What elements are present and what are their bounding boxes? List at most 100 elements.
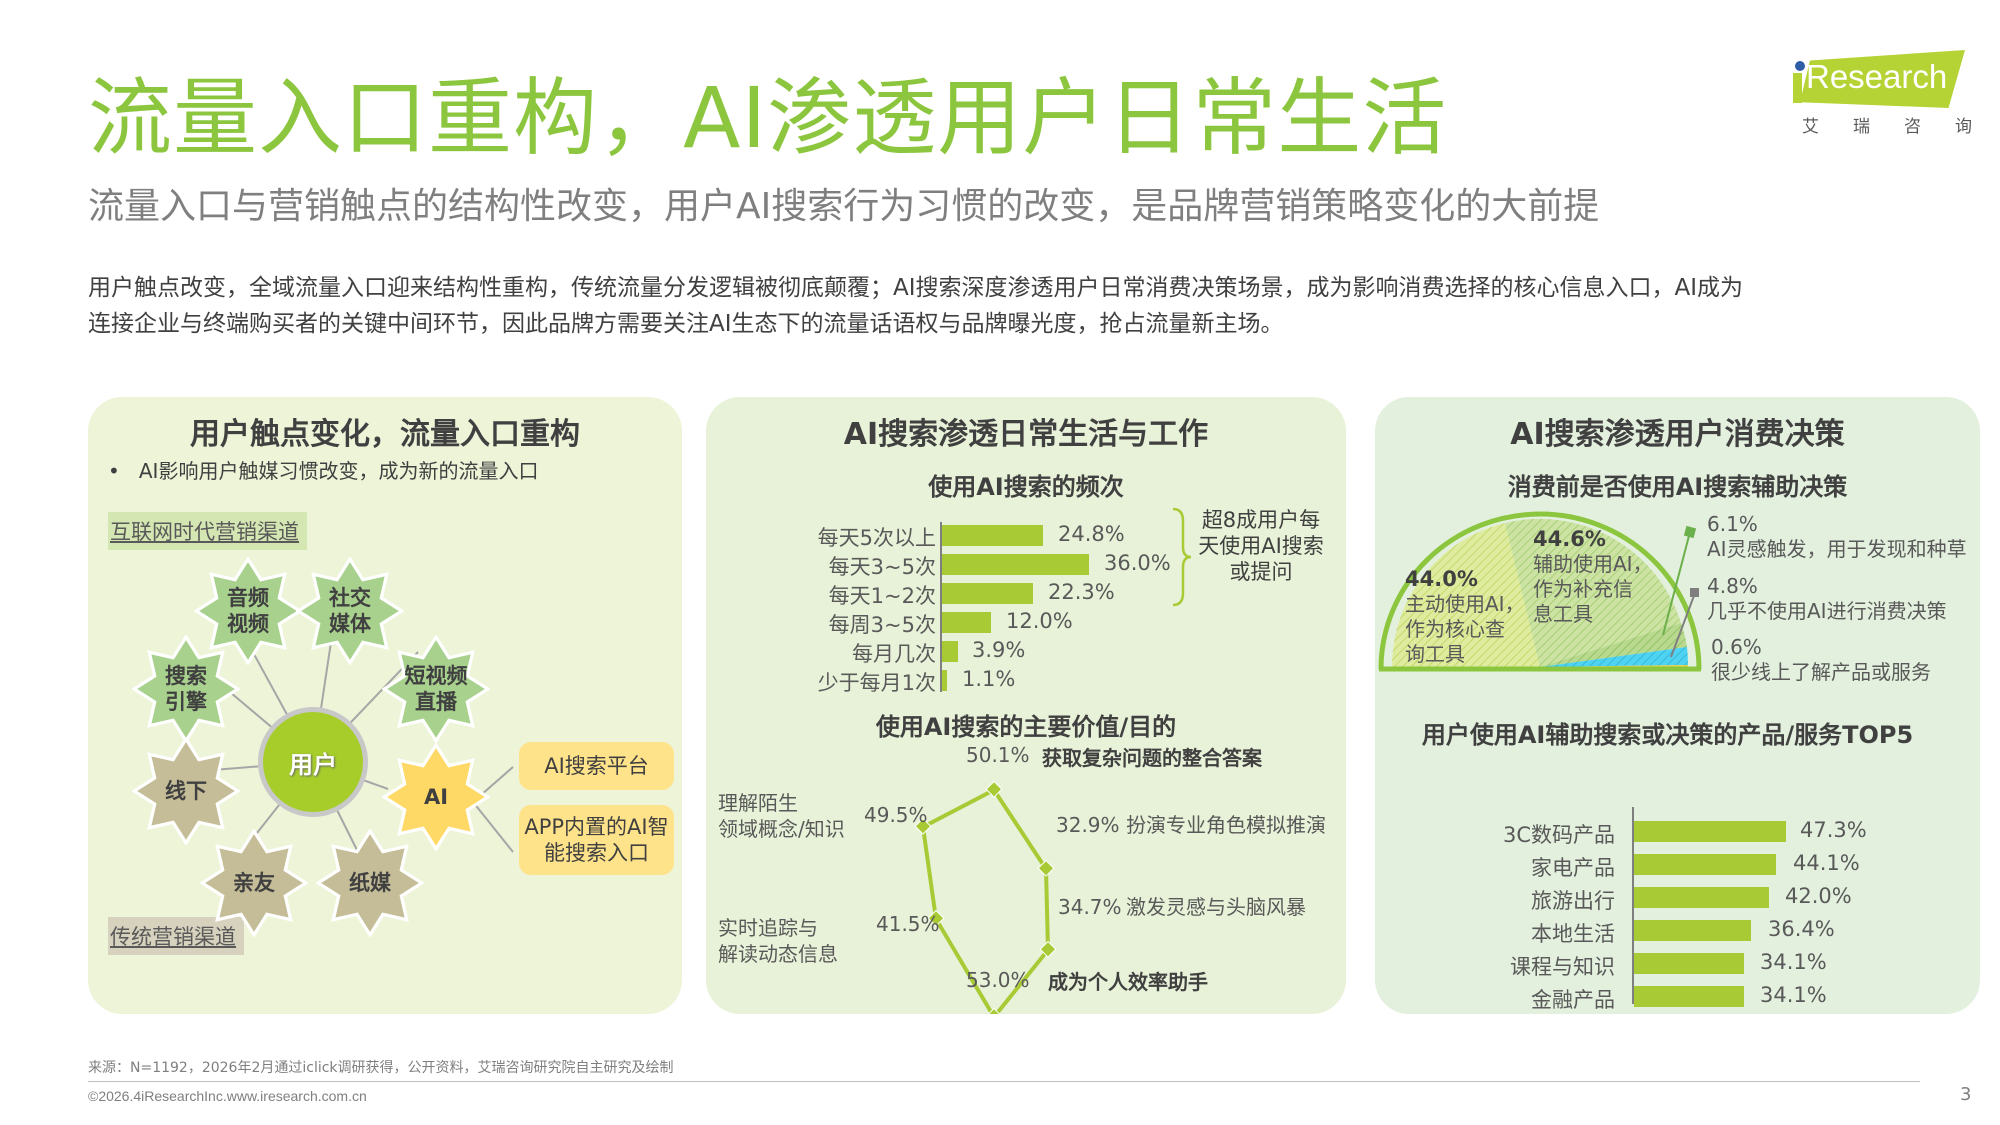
panel-title: 用户触点变化，流量入口重构 <box>190 417 580 452</box>
bar-value: 24.8% <box>1058 522 1125 546</box>
radar-category: 扮演专业角色模拟推演 <box>1126 813 1326 837</box>
bar-value: 34.1% <box>1760 950 1827 974</box>
bar <box>1634 821 1786 842</box>
value-chart-title: 使用AI搜索的主要价值/目的 <box>875 713 1177 741</box>
radar-category: 理解陌生 领域概念/知识 <box>718 791 845 841</box>
bar <box>942 641 958 662</box>
panel-ai-search-daily-life: AI搜索渗透日常生活与工作 使用AI搜索的频次 每天5次以上 24.8% 每天3… <box>706 397 1346 1014</box>
logo-dot-icon <box>1795 61 1805 71</box>
bar <box>1634 986 1744 1007</box>
channel-label: 搜索 <box>165 664 207 688</box>
channel-label: 直播 <box>415 690 457 714</box>
bar-value: 34.1% <box>1760 983 1827 1007</box>
brace-annotation: 超8成用户每 天使用AI搜索 或提问 <box>1196 507 1326 585</box>
freq-chart-title: 使用AI搜索的频次 <box>928 473 1124 501</box>
bar <box>942 525 1043 546</box>
pie-value: 44.0% <box>1405 567 1478 591</box>
panel-title: AI搜索渗透日常生活与工作 <box>843 417 1209 452</box>
radar-value: 34.7% <box>1058 895 1122 919</box>
bar-label: 每月几次 <box>852 642 936 666</box>
channel-label: 视频 <box>227 612 269 636</box>
bar-label: 旅游出行 <box>1531 889 1615 913</box>
ai-node-label: AI <box>423 785 449 809</box>
bar-label: 每周3~5次 <box>828 613 936 637</box>
box-line: 能搜索入口 <box>544 841 649 865</box>
logo-cn-text: 艾 瑞 咨 询 <box>1802 112 1972 137</box>
bar <box>942 612 991 633</box>
star-shape-icon <box>194 557 302 665</box>
page-subtitle: 流量入口与营销触点的结构性改变，用户AI搜索行为习惯的改变，是品牌营销策略变化的… <box>88 186 1600 227</box>
bar <box>942 554 1089 575</box>
bar-value: 22.3% <box>1048 580 1115 604</box>
radar-polygon <box>914 780 1057 1014</box>
box-line: APP内置的AI智 <box>524 815 669 839</box>
channel-print-media: 纸媒 <box>316 829 424 937</box>
bar-value: 42.0% <box>1785 884 1852 908</box>
bar <box>1634 887 1769 908</box>
iresearch-logo: Research 艾 瑞 咨 询 <box>1790 48 1972 138</box>
bar-label: 本地生活 <box>1531 922 1615 946</box>
panel-ai-consumption-decision: AI搜索渗透用户消费决策 消费前是否使用AI搜索辅助决策 <box>1375 397 1980 1014</box>
bar-value: 3.9% <box>972 638 1026 662</box>
pie-value: 6.1% <box>1707 512 1758 536</box>
radar-value: 50.1% <box>966 743 1030 767</box>
radar-value: 32.9% <box>1056 813 1120 837</box>
half-pie <box>1378 511 1702 672</box>
radar-value: 41.5% <box>876 912 940 936</box>
channel-label: 社交 <box>329 586 371 610</box>
app-ai-search-entry-box: APP内置的AI智 能搜索入口 <box>519 805 674 875</box>
channel-label: 纸媒 <box>349 871 391 895</box>
radar-value: 49.5% <box>864 803 928 827</box>
star-shape-icon <box>382 635 490 743</box>
bar-label: 3C数码产品 <box>1502 823 1615 847</box>
pie-value: 4.8% <box>1707 574 1758 598</box>
bar <box>1634 920 1751 941</box>
logo-char: 询 <box>1955 117 1972 137</box>
bar <box>1634 854 1776 875</box>
annotation-line: 超8成用户每 <box>1201 508 1321 532</box>
logo-i-stem <box>1793 73 1802 103</box>
channel-offline: 线下 <box>132 737 240 845</box>
channel-social-media: 社交 媒体 <box>296 557 404 665</box>
traditional-channels-tag: 传统营销渠道 <box>108 917 244 955</box>
radar-category: 获取复杂问题的整合答案 <box>1042 746 1262 770</box>
pie-category: 主动使用AI， 作为核心查 询工具 <box>1405 592 1525 666</box>
bar-label: 每天5次以上 <box>817 526 936 550</box>
page-title: 流量入口重构，AI渗透用户日常生活 <box>88 69 1448 167</box>
annotation-line: 或提问 <box>1229 560 1293 584</box>
radar-value: 53.0% <box>966 968 1030 992</box>
user-center-node: 用户 <box>258 707 368 817</box>
channel-friends-family: 亲友 <box>200 829 308 937</box>
bar-value: 36.0% <box>1104 551 1171 575</box>
channel-label: 短视频 <box>404 664 468 688</box>
source-note: 来源：N=1192，2026年2月通过iclick调研获得，公开资料，艾瑞咨询研… <box>88 1060 674 1076</box>
logo-char: 咨 <box>1904 117 1921 137</box>
channel-ai: AI <box>382 743 490 851</box>
pie-category: AI灵感触发，用于发现和种草 <box>1707 537 1967 561</box>
logo-brand-text: Research <box>1806 58 1948 95</box>
logo-char: 瑞 <box>1853 117 1870 137</box>
bar-label: 少于每月1次 <box>817 671 936 695</box>
panel-title: AI搜索渗透用户消费决策 <box>1510 417 1845 452</box>
channel-short-video-live: 短视频 直播 <box>382 635 490 743</box>
panel-touchpoint-change: 用户触点变化，流量入口重构 • AI影响用户触媒习惯改变，成为新的流量入口 互联… <box>88 397 682 1014</box>
bar-value: 44.1% <box>1793 851 1860 875</box>
bar-label: 家电产品 <box>1531 856 1615 880</box>
page-number: 3 <box>1960 1084 1972 1105</box>
pie-value: 0.6% <box>1711 635 1762 659</box>
star-shape-icon <box>382 743 490 851</box>
ai-search-platform-box: AI搜索平台 <box>519 742 674 790</box>
footer-divider <box>88 1081 1920 1082</box>
bar-label: 每天1~2次 <box>828 584 936 608</box>
channel-audio-video: 音频 视频 <box>194 557 302 665</box>
bullet-point: • AI影响用户触媒习惯改变，成为新的流量入口 <box>108 459 539 483</box>
pie-category: 很少线上了解产品或服务 <box>1711 660 1931 684</box>
channel-label: 亲友 <box>233 871 275 895</box>
channel-label: 线下 <box>165 779 207 803</box>
channel-label: 媒体 <box>329 612 371 636</box>
channel-search-engine: 搜索 引擎 <box>132 635 240 743</box>
pie-category: 辅助使用AI， 作为补充信 息工具 <box>1533 552 1653 626</box>
bar-label: 金融产品 <box>1531 988 1615 1012</box>
annotation-line: 天使用AI搜索 <box>1198 534 1324 558</box>
radar-category: 激发灵感与头脑风暴 <box>1126 895 1306 919</box>
